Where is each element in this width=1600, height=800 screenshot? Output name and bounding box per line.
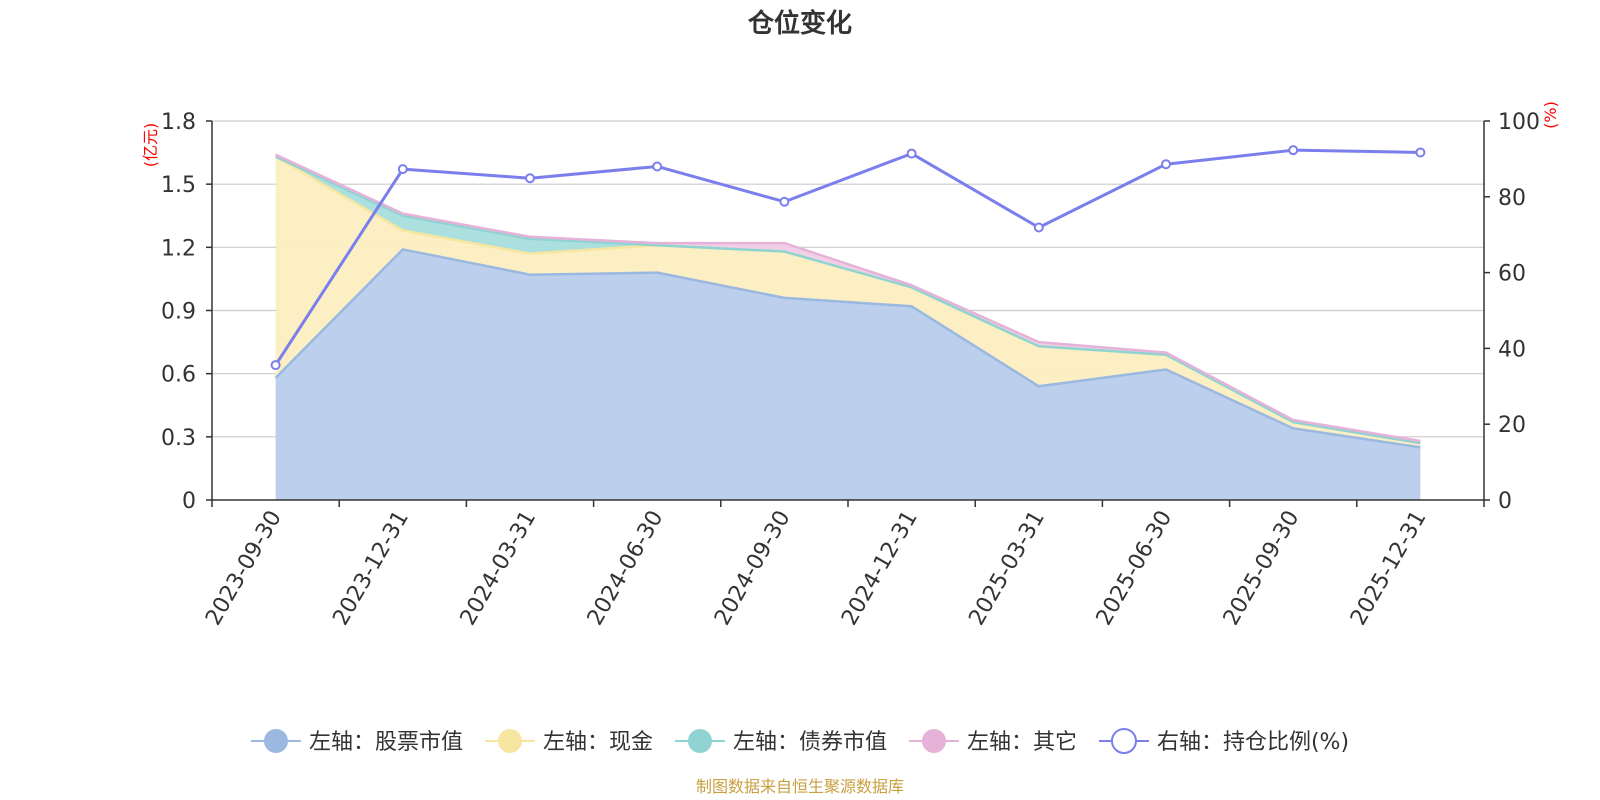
left-axis-tick-label: 0.3 bbox=[161, 426, 196, 451]
legend-item: 左轴：其它 bbox=[908, 729, 1077, 755]
x-axis-label: 2025-03-31 bbox=[964, 507, 1050, 630]
x-axis-label: 2025-12-31 bbox=[1346, 507, 1432, 630]
legend-marker bbox=[1110, 728, 1137, 754]
line-position-ratio bbox=[274, 148, 1421, 366]
position-ratio-point bbox=[1288, 145, 1299, 156]
x-axis-label: 2023-12-31 bbox=[328, 507, 414, 630]
position-ratio-point bbox=[525, 173, 535, 184]
position-ratio-point bbox=[652, 161, 663, 172]
area-左轴：股票市值 bbox=[275, 249, 1421, 500]
position-ratio-point bbox=[906, 148, 917, 159]
left-axis-tick-label: 1.2 bbox=[161, 236, 196, 261]
chart-title: 仓位变化 bbox=[747, 8, 852, 39]
left-axis-tick-label: 1.5 bbox=[161, 173, 196, 198]
left-axis-tick-label: 0.6 bbox=[161, 363, 196, 388]
x-axis-label: 2024-06-30 bbox=[583, 507, 669, 630]
line-左轴：股票市值 bbox=[274, 248, 1421, 449]
right-axis-tick-label: 0 bbox=[1498, 489, 1512, 514]
legend-item: 左轴：股票市值 bbox=[250, 729, 463, 755]
left-axis-tick-label: 0.9 bbox=[161, 300, 196, 325]
right-axis-tick-label: 80 bbox=[1498, 186, 1526, 211]
legend-item: 左轴：债券市值 bbox=[674, 729, 887, 755]
x-axis-label: 2025-09-30 bbox=[1219, 507, 1305, 630]
legend: 左轴：股票市值 左轴：现金 左轴：债券市值 左轴：其它 右轴：持仓比例(%) bbox=[250, 728, 1349, 755]
x-axis-label: 2025-06-30 bbox=[1092, 507, 1178, 630]
position-ratio-point bbox=[1415, 147, 1426, 158]
x-axis-label: 2024-12-31 bbox=[837, 507, 923, 630]
data-source-note: 制图数据来自恒生聚源数据库 bbox=[696, 777, 904, 796]
legend-item: 左轴：现金 bbox=[484, 729, 653, 755]
line-左轴：债券市值 bbox=[275, 155, 1421, 445]
left-axis-unit: (亿元) bbox=[141, 123, 160, 168]
legend-label: 左轴：现金 bbox=[543, 730, 653, 755]
right-axis-tick-label: 20 bbox=[1498, 413, 1526, 438]
right-axis-tick-label: 40 bbox=[1498, 337, 1526, 362]
series-lines bbox=[274, 148, 1421, 449]
legend-label: 右轴：持仓比例(%) bbox=[1157, 730, 1349, 755]
legend-marker bbox=[687, 729, 712, 753]
position-ratio-point bbox=[270, 360, 281, 371]
x-axis-label: 2023-09-30 bbox=[201, 507, 287, 630]
position-ratio-point bbox=[397, 164, 408, 175]
line-左轴：其它 bbox=[275, 153, 1421, 443]
x-axis-label: 2024-09-30 bbox=[710, 507, 796, 630]
legend-label: 左轴：债券市值 bbox=[733, 730, 887, 755]
legend-marker bbox=[921, 729, 946, 753]
left-axis-tick-label: 0 bbox=[182, 489, 196, 514]
position-ratio-point bbox=[779, 196, 790, 207]
right-axis-tick-label: 60 bbox=[1498, 262, 1526, 287]
right-axis-tick-label: 100 bbox=[1498, 110, 1540, 135]
legend-label: 左轴：股票市值 bbox=[309, 730, 463, 755]
position-ratio-point bbox=[1033, 222, 1044, 233]
x-axis-label: 2024-03-31 bbox=[456, 507, 542, 630]
position-ratio-points bbox=[270, 145, 1426, 371]
legend-item: 右轴：持仓比例(%) bbox=[1098, 728, 1349, 755]
legend-marker bbox=[497, 729, 522, 753]
right-axis-unit: (%) bbox=[1541, 101, 1560, 129]
legend-marker bbox=[263, 729, 288, 753]
stacked-areas bbox=[275, 154, 1421, 500]
legend-label: 左轴：其它 bbox=[967, 730, 1077, 755]
position-ratio-point bbox=[1161, 159, 1171, 170]
left-axis-tick-label: 1.8 bbox=[161, 110, 196, 135]
